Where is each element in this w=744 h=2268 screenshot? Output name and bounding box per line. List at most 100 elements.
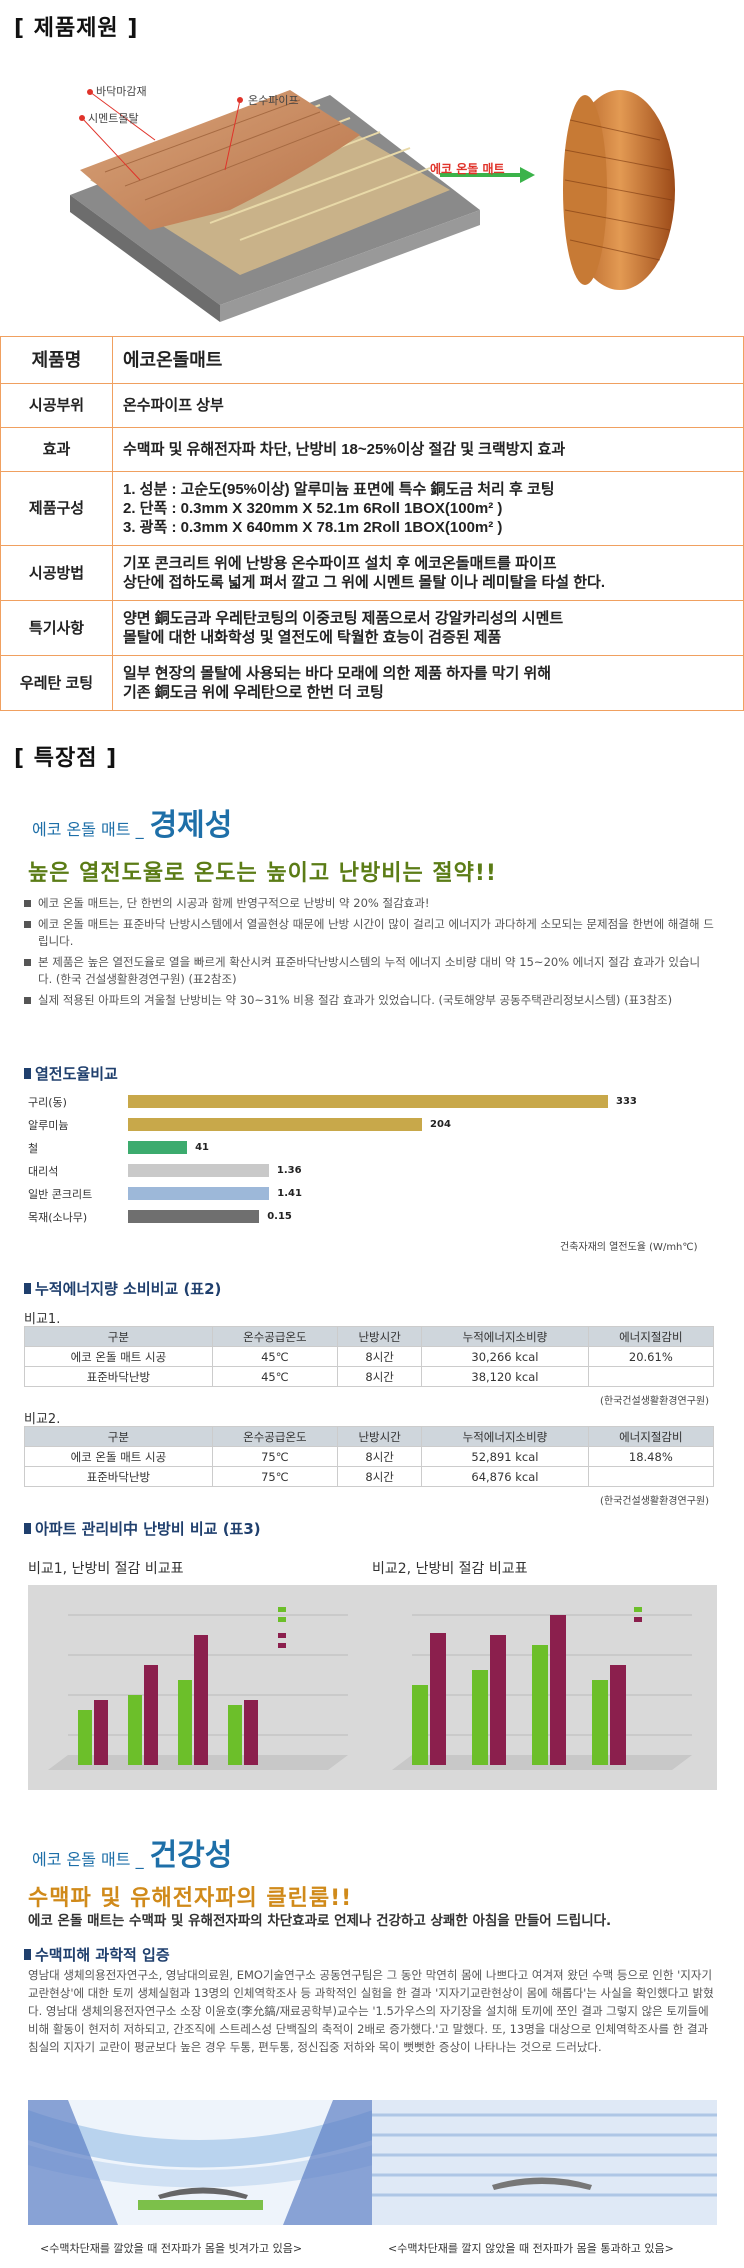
apt2-bar (550, 1615, 566, 1765)
economy-bullet: 에코 온돌 매트는 표준바닥 난방시스템에서 열골현상 때문에 난방 시간이 많… (24, 916, 714, 950)
compare1-source: (한국건설생활환경연구원) (600, 1396, 710, 1407)
energy-table-1: 구분 온수공급온도 난방시간 누적에너지소비량 에너지절감비 에코 온돌 매트 시공 45℃… (24, 1326, 715, 1387)
caption-right: <수맥차단재를 깔지 않았을 때 전자파가 몸을 통과하고 있음> (388, 2242, 674, 2255)
conductivity-category: 철 (28, 1142, 39, 1155)
table-header-cell: 난방시간 (337, 1426, 423, 1447)
compare1-label: 비교1. (24, 1312, 61, 1327)
table-cell: 에코 온돌 매트 시공 (24, 1346, 213, 1367)
conductivity-value: 204 (430, 1119, 451, 1130)
apt-chart-2 (372, 1585, 717, 1790)
conductivity-value: 41 (195, 1142, 210, 1153)
table-header-cell: 온수공급온도 (211, 1426, 339, 1447)
table-header-cell: 에너지절감비 (587, 1426, 715, 1447)
spec-value: 에코온돌매트 (112, 336, 744, 384)
spec-key: 시공부위 (0, 383, 113, 428)
conductivity-bar (128, 1141, 188, 1154)
spec-row: 제품구성 1. 성분 : 고순도(95%이상) 알루미늄 표면에 특수 銅도금 처… (0, 471, 744, 546)
apt1-bar (94, 1700, 108, 1765)
apt2-bar (472, 1670, 488, 1765)
apt1-bar (128, 1695, 142, 1765)
economy-title: 경제성 (149, 808, 233, 843)
table-cell: 45℃ (211, 1366, 339, 1387)
brand-prefix: 에코 온돌 매트 _ (32, 1850, 144, 1869)
spec-key: 우레탄 코팅 (0, 655, 113, 711)
table-cell: 52,891 kcal (421, 1446, 589, 1467)
apt-chart-1 (28, 1585, 373, 1790)
economy-slogan: 높은 열전도율로 온도는 높이고 난방비는 절약!! (28, 861, 497, 886)
economy-bullet: 본 제품은 높은 열전도율로 열을 빠르게 확산시켜 표준바닥난방시스템의 누적… (24, 954, 714, 988)
table-cell: 38,120 kcal (421, 1366, 589, 1387)
table-header-row: 구분 온수공급온도 난방시간 누적에너지소비량 에너지절감비 (24, 1326, 715, 1347)
conductivity-bar (128, 1210, 260, 1223)
apt1-bar (194, 1635, 208, 1765)
spec-value: 수맥파 및 유해전자파 차단, 난방비 18~25%이상 절감 및 크랙방지 효… (112, 427, 744, 472)
conductivity-value: 1.36 (276, 1165, 302, 1176)
conductivity-category: 구리(동) (28, 1096, 67, 1109)
spec-key: 특기사항 (0, 600, 113, 656)
spec-key: 효과 (0, 427, 113, 472)
apt1-bar (78, 1710, 92, 1765)
conductivity-unit-note: 건축자재의 열전도율 (W/mh℃) (560, 1242, 698, 1253)
apt2-bar (532, 1645, 548, 1765)
table-cell: 8시간 (337, 1346, 423, 1367)
spec-table: 제품명 에코온돌매트 시공부위 온수파이프 상부 효과 수맥파 및 유해전자파 차단, 난… (0, 336, 744, 711)
table-header-cell: 누적에너지소비량 (421, 1426, 589, 1447)
conductivity-bar (128, 1118, 423, 1131)
apt2-bar (490, 1635, 506, 1765)
table-cell: 75℃ (211, 1446, 339, 1467)
apt2-bar (430, 1633, 446, 1765)
table-header-cell: 에너지절감비 (587, 1326, 715, 1347)
floor-structure-illustration (70, 89, 675, 322)
conductivity-value: 0.15 (267, 1211, 292, 1222)
spec-value: 일부 현장의 몰탈에 사용되는 바다 모래에 의한 제품 하자를 막기 위해 기존… (112, 655, 744, 711)
features-section-title: [ 특장점 ] (14, 746, 118, 771)
brand-prefix: 에코 온돌 매트 _ (32, 820, 144, 839)
table-cell: 30,266 kcal (421, 1346, 589, 1367)
table-header-cell: 구분 (24, 1326, 213, 1347)
spec-row: 제품명 에코온돌매트 (0, 336, 744, 384)
apt1-bar (178, 1680, 192, 1765)
label-cement-mortar: 시멘트몰탈 (88, 112, 139, 125)
label-hot-water-pipe: 온수파이프 (248, 94, 299, 107)
apt2-bar (412, 1685, 428, 1765)
spec-value: 온수파이프 상부 (112, 383, 744, 428)
table-cell: 64,876 kcal (421, 1466, 589, 1487)
apt1-bar (228, 1705, 242, 1765)
table-row: 표준바닥난방 75℃ 8시간 64,876 kcal (24, 1466, 715, 1487)
table-cell: 에코 온돌 매트 시공 (24, 1446, 213, 1467)
table-header-cell: 온수공급온도 (211, 1326, 339, 1347)
apt1-bar (244, 1700, 258, 1765)
economy-heading: 에코 온돌 매트 _ 경제성 (32, 800, 232, 844)
conductivity-bar (128, 1164, 269, 1177)
spec-row: 특기사항 양면 銅도금과 우레탄코팅의 이중코팅 제품으로서 강알카리성의 시멘트… (0, 600, 744, 656)
health-sub-title: 수맥피해 과학적 입증 (24, 1944, 170, 1965)
apt2-bar (592, 1680, 608, 1765)
conductivity-title: 열전도율비교 (24, 1063, 118, 1084)
apt-chart1-title: 비교1, 난방비 절감 비교표 (28, 1561, 184, 1577)
table-cell: 8시간 (337, 1446, 423, 1467)
health-lead: 에코 온돌 매트는 수맥파 및 유해전자파의 차단효과로 언제나 건강하고 상쾌… (28, 1913, 612, 1929)
table-cell (587, 1366, 715, 1387)
health-body: 영남대 생체의용전자연구소, 영남대의료원, EMO기술연구소 공동연구팀은 그… (28, 1968, 714, 2054)
table-row: 에코 온돌 매트 시공 45℃ 8시간 30,266 kcal 20.61% (24, 1346, 715, 1367)
economy-bullet: 실제 적용된 아파트의 겨울철 난방비는 약 30~31% 비용 절감 효과가 … (24, 992, 714, 1009)
conductivity-category: 목재(소나무) (28, 1211, 88, 1224)
spec-key: 시공방법 (0, 545, 113, 601)
spec-key: 제품명 (0, 336, 113, 384)
table-cell (587, 1466, 715, 1487)
health-title: 건강성 (149, 1838, 233, 1873)
table-row: 에코 온돌 매트 시공 75℃ 8시간 52,891 kcal 18.48% (24, 1446, 715, 1467)
spec-value: 1. 성분 : 고순도(95%이상) 알루미늄 표면에 특수 銅도금 처리 후 … (112, 471, 744, 546)
health-slogan: 수맥파 및 유해전자파의 클린룸!! (28, 1886, 353, 1911)
apt-chart2-title: 비교2, 난방비 절감 비교표 (372, 1561, 528, 1577)
table-header-cell: 구분 (24, 1426, 213, 1447)
table-cell: 20.61% (587, 1346, 715, 1367)
table-cell: 표준바닥난방 (24, 1466, 213, 1487)
spec-row: 효과 수맥파 및 유해전자파 차단, 난방비 18~25%이상 절감 및 크랙방지… (0, 427, 744, 472)
apt-title: 아파트 관리비中 난방비 비교 (표3) (24, 1518, 261, 1539)
spec-row: 시공방법 기포 콘크리트 위에 난방용 온수파이프 설치 후 에코온돌매트를 파이… (0, 545, 744, 601)
spec-row: 시공부위 온수파이프 상부 (0, 383, 744, 428)
table-header-row: 구분 온수공급온도 난방시간 누적에너지소비량 에너지절감비 (24, 1426, 715, 1447)
energy-title: 누적에너지량 소비비교 (표2) (24, 1278, 221, 1299)
health-heading: 에코 온돌 매트 _ 건강성 (32, 1830, 232, 1874)
